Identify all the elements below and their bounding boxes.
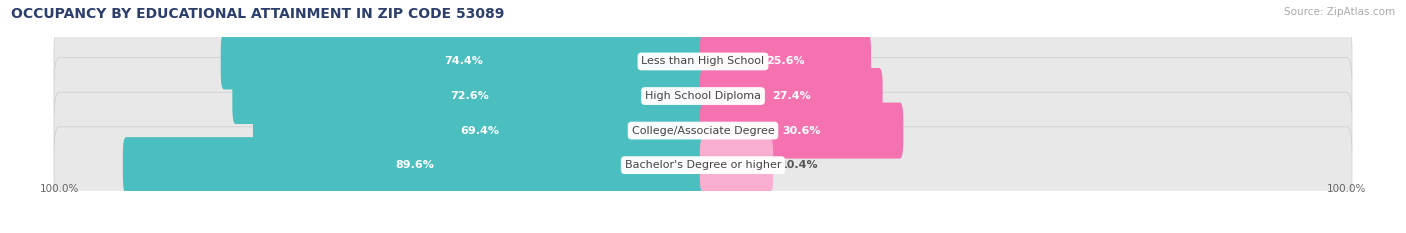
FancyBboxPatch shape	[221, 34, 706, 89]
Text: High School Diploma: High School Diploma	[645, 91, 761, 101]
FancyBboxPatch shape	[700, 137, 773, 193]
Text: 72.6%: 72.6%	[450, 91, 489, 101]
Text: 30.6%: 30.6%	[782, 126, 821, 136]
FancyBboxPatch shape	[53, 92, 1353, 169]
Text: Less than High School: Less than High School	[641, 56, 765, 66]
Text: Bachelor's Degree or higher: Bachelor's Degree or higher	[624, 160, 782, 170]
Text: 89.6%: 89.6%	[395, 160, 434, 170]
Text: College/Associate Degree: College/Associate Degree	[631, 126, 775, 136]
Text: 74.4%: 74.4%	[444, 56, 482, 66]
FancyBboxPatch shape	[253, 103, 706, 159]
Text: 27.4%: 27.4%	[772, 91, 811, 101]
Text: Source: ZipAtlas.com: Source: ZipAtlas.com	[1284, 7, 1395, 17]
FancyBboxPatch shape	[122, 137, 706, 193]
FancyBboxPatch shape	[700, 34, 872, 89]
Text: 25.6%: 25.6%	[766, 56, 804, 66]
FancyBboxPatch shape	[53, 127, 1353, 203]
FancyBboxPatch shape	[700, 68, 883, 124]
Text: 100.0%: 100.0%	[39, 184, 79, 194]
Text: 69.4%: 69.4%	[460, 126, 499, 136]
FancyBboxPatch shape	[53, 23, 1353, 100]
Text: 100.0%: 100.0%	[1327, 184, 1367, 194]
FancyBboxPatch shape	[53, 58, 1353, 134]
FancyBboxPatch shape	[700, 103, 903, 159]
FancyBboxPatch shape	[232, 68, 706, 124]
Text: 10.4%: 10.4%	[779, 160, 818, 170]
Text: OCCUPANCY BY EDUCATIONAL ATTAINMENT IN ZIP CODE 53089: OCCUPANCY BY EDUCATIONAL ATTAINMENT IN Z…	[11, 7, 505, 21]
